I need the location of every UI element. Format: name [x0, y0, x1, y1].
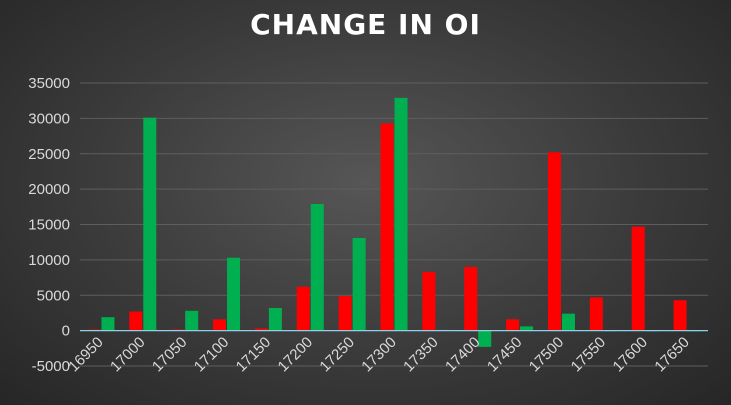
bar — [464, 266, 478, 331]
x-tick-label: 17500 — [526, 334, 568, 376]
x-tick-label: 17050 — [149, 334, 191, 376]
x-tick-label: 16950 — [65, 334, 107, 376]
bar — [268, 307, 282, 331]
y-tick-label: 10000 — [28, 252, 70, 269]
bar — [101, 317, 115, 331]
bar — [506, 319, 520, 331]
bar — [520, 326, 534, 331]
x-tick-label: 17300 — [358, 334, 400, 376]
x-tick-label: 17650 — [651, 334, 693, 376]
bar — [227, 257, 241, 331]
x-tick-label: 17250 — [316, 334, 358, 376]
x-tick-label: 17150 — [233, 334, 275, 376]
bar — [561, 313, 575, 331]
bar — [380, 123, 394, 331]
y-tick-label: 15000 — [28, 217, 70, 234]
bar — [352, 237, 366, 331]
y-tick-label: -5000 — [32, 358, 70, 375]
bar — [296, 286, 310, 331]
bar — [673, 300, 687, 331]
bar — [631, 226, 645, 331]
x-tick-label: 17100 — [191, 334, 233, 376]
y-tick-label: 35000 — [28, 75, 70, 92]
y-tick-label: 5000 — [37, 287, 70, 304]
bar — [422, 271, 436, 331]
y-tick-label: 20000 — [28, 181, 70, 198]
x-tick-label: 17550 — [568, 334, 610, 376]
bar — [338, 295, 352, 331]
bar — [589, 297, 603, 331]
chart-title: CHANGE IN OI — [250, 8, 481, 41]
bar — [547, 152, 561, 331]
bar — [129, 311, 143, 331]
bar — [478, 330, 492, 347]
x-tick-label: 17400 — [442, 334, 484, 376]
bar — [394, 97, 408, 331]
x-tick-label: 17350 — [400, 334, 442, 376]
bar — [185, 310, 199, 331]
bar — [310, 203, 324, 331]
x-tick-label: 17200 — [275, 334, 317, 376]
bar — [143, 117, 157, 331]
x-tick-label: 17600 — [610, 334, 652, 376]
y-tick-label: 0 — [62, 323, 70, 340]
y-tick-label: 25000 — [28, 146, 70, 163]
y-tick-label: 30000 — [28, 110, 70, 127]
bar — [213, 319, 227, 331]
x-tick-label: 17000 — [107, 334, 149, 376]
bar — [254, 328, 268, 331]
